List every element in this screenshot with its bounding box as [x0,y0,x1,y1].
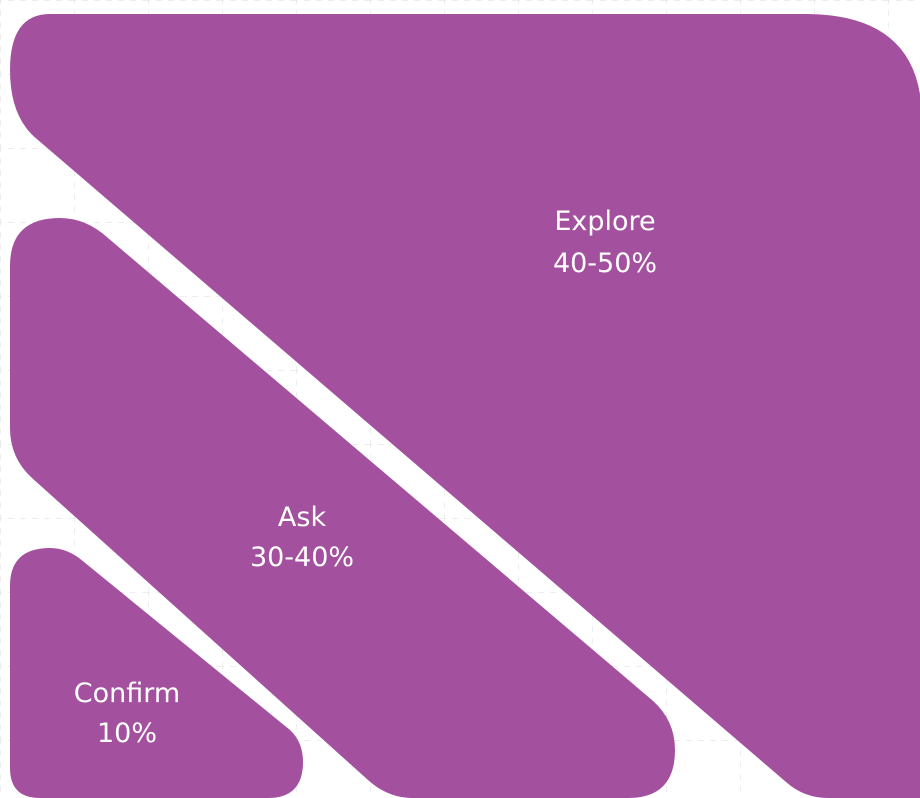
ask-shape [10,218,675,798]
confirm-percent: 10% [97,718,157,749]
explore-percent: 40-50% [553,248,657,279]
explore-title: Explore [554,206,655,237]
ask-title: Ask [278,502,327,533]
explore-shape [10,14,920,798]
ask-percent: 30-40% [250,542,354,573]
confirm-shape [10,548,303,798]
confirm-title: Confirm [74,678,180,709]
